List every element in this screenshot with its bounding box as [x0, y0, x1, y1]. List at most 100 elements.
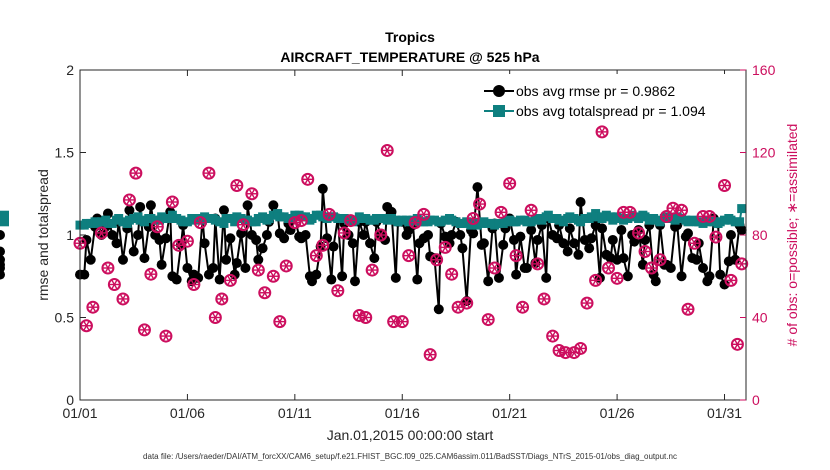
obs-assimilated-point	[152, 222, 163, 232]
obs-assimilated-point	[425, 349, 436, 360]
obs-assimilated-point	[360, 312, 371, 323]
rmse-point	[128, 246, 139, 257]
x-tick-label: 01/01	[62, 405, 97, 421]
obs-assimilated-point	[375, 230, 386, 240]
obs-possible-point	[503, 176, 517, 190]
rmse-point	[0, 246, 5, 257]
obs-possible-point	[344, 214, 358, 228]
rmse-point	[511, 269, 522, 280]
rmse-point	[483, 276, 494, 287]
x-tick-label: 01/21	[492, 405, 527, 421]
ticks-layer: 01/01 01/06 01/11 01/16 01/21 01/26 01/31 0 0.5 1…	[55, 62, 776, 421]
rmse-point	[532, 234, 543, 245]
obs-possible-point	[516, 300, 530, 314]
obs-possible-point	[423, 348, 437, 362]
rmse-point	[586, 233, 597, 244]
x-axis-label: Jan.01,2015 00:00:00 start	[327, 427, 494, 443]
obs-possible-point	[165, 195, 179, 209]
obs-assimilated-point	[547, 331, 558, 341]
obs-possible-point	[137, 323, 151, 337]
rmse-point	[478, 238, 489, 249]
obs-possible-point	[687, 236, 701, 250]
obs-assimilated-point	[160, 331, 171, 341]
obs-possible-point	[430, 253, 444, 267]
obs-possible-point	[735, 257, 749, 271]
legend-rmse-label: obs avg rmse pr = 0.9862	[516, 83, 675, 99]
rmse-point	[347, 238, 358, 249]
rmse-point	[117, 254, 128, 265]
obs-assimilated-point	[575, 343, 586, 354]
rmse-point	[468, 228, 479, 239]
obs-assimilated-point	[418, 209, 429, 220]
rmse-point	[139, 253, 150, 264]
obs-assimilated-point	[624, 207, 635, 217]
obs-possible-point	[180, 234, 194, 248]
y-axis-label: rmse and totalspread	[35, 169, 51, 301]
obs-possible-point	[546, 329, 560, 343]
y2-axis-label: # of obs: o=possible; ∗=assimilated	[784, 124, 800, 347]
obs-assimilated-point	[274, 316, 285, 327]
obs-possible-point	[724, 273, 738, 287]
obs-possible-point	[589, 273, 603, 287]
obs-possible-point	[460, 296, 474, 310]
x-tick-label: 01/06	[170, 405, 205, 421]
rmse-point	[107, 230, 118, 240]
obs-assimilated-point	[474, 199, 485, 209]
obs-possible-point	[309, 249, 323, 263]
rmse-point	[704, 271, 715, 282]
obs-possible-point	[509, 249, 523, 263]
y-tick-label: 1.5	[55, 145, 75, 161]
rmse-point	[253, 254, 264, 265]
rmse-point	[317, 183, 328, 194]
obs-possible-point	[86, 300, 100, 314]
obs-assimilated-point	[710, 232, 721, 242]
rmse-point	[725, 230, 736, 240]
obs-assimilated-point	[173, 240, 184, 250]
obs-assimilated-point	[468, 213, 479, 224]
obs-possible-point	[438, 240, 452, 254]
obs-possible-point	[638, 245, 652, 258]
obs-assimilated-point	[554, 345, 565, 356]
obs-possible-point	[466, 212, 480, 225]
rmse-point	[665, 263, 676, 273]
rmse-point	[691, 254, 702, 265]
obs-possible-point	[122, 193, 136, 207]
obs-assimilated-point	[704, 211, 715, 222]
legend: obs avg rmse pr = 0.9862 obs avg totalsp…	[478, 74, 742, 124]
obs-assimilated-point	[302, 174, 313, 184]
rmse-point	[225, 233, 236, 244]
rmse-point	[171, 274, 182, 285]
obs-assimilated-point	[311, 250, 322, 261]
spread-point	[230, 217, 240, 227]
obs-assimilated-point	[661, 211, 672, 222]
obs-assimilated-point	[268, 271, 279, 281]
obs-assimilated-point	[489, 263, 500, 273]
rmse-point	[242, 200, 253, 211]
obs-assimilated-point	[526, 205, 537, 215]
obs-possible-point	[107, 278, 121, 291]
obs-assimilated-point	[719, 180, 730, 191]
legend-rmse-marker	[493, 85, 505, 97]
obs-possible-point	[574, 341, 588, 355]
obs-possible-point	[187, 278, 201, 291]
obs-possible-point	[488, 261, 502, 275]
obs-assimilated-point	[139, 325, 150, 335]
obs-possible-point	[481, 313, 495, 327]
rmse-point	[124, 205, 135, 216]
obs-possible-point	[193, 216, 207, 230]
rmse-point	[618, 253, 629, 264]
obs-assimilated-point	[382, 145, 393, 156]
spread-point	[735, 217, 745, 227]
obs-assimilated-point	[431, 255, 442, 265]
x-tick-label: 01/31	[707, 405, 742, 421]
rmse-point	[390, 272, 401, 283]
rmse-point	[498, 239, 509, 250]
obs-possible-point	[494, 205, 508, 219]
obs-possible-point	[94, 226, 108, 240]
x-tick-label: 01/11	[278, 405, 312, 421]
obs-assimilated-point	[682, 304, 693, 314]
obs-assimilated-point	[281, 261, 292, 271]
rmse-point	[261, 230, 272, 240]
obs-assimilated-point	[689, 238, 700, 248]
rmse-point	[156, 259, 167, 270]
